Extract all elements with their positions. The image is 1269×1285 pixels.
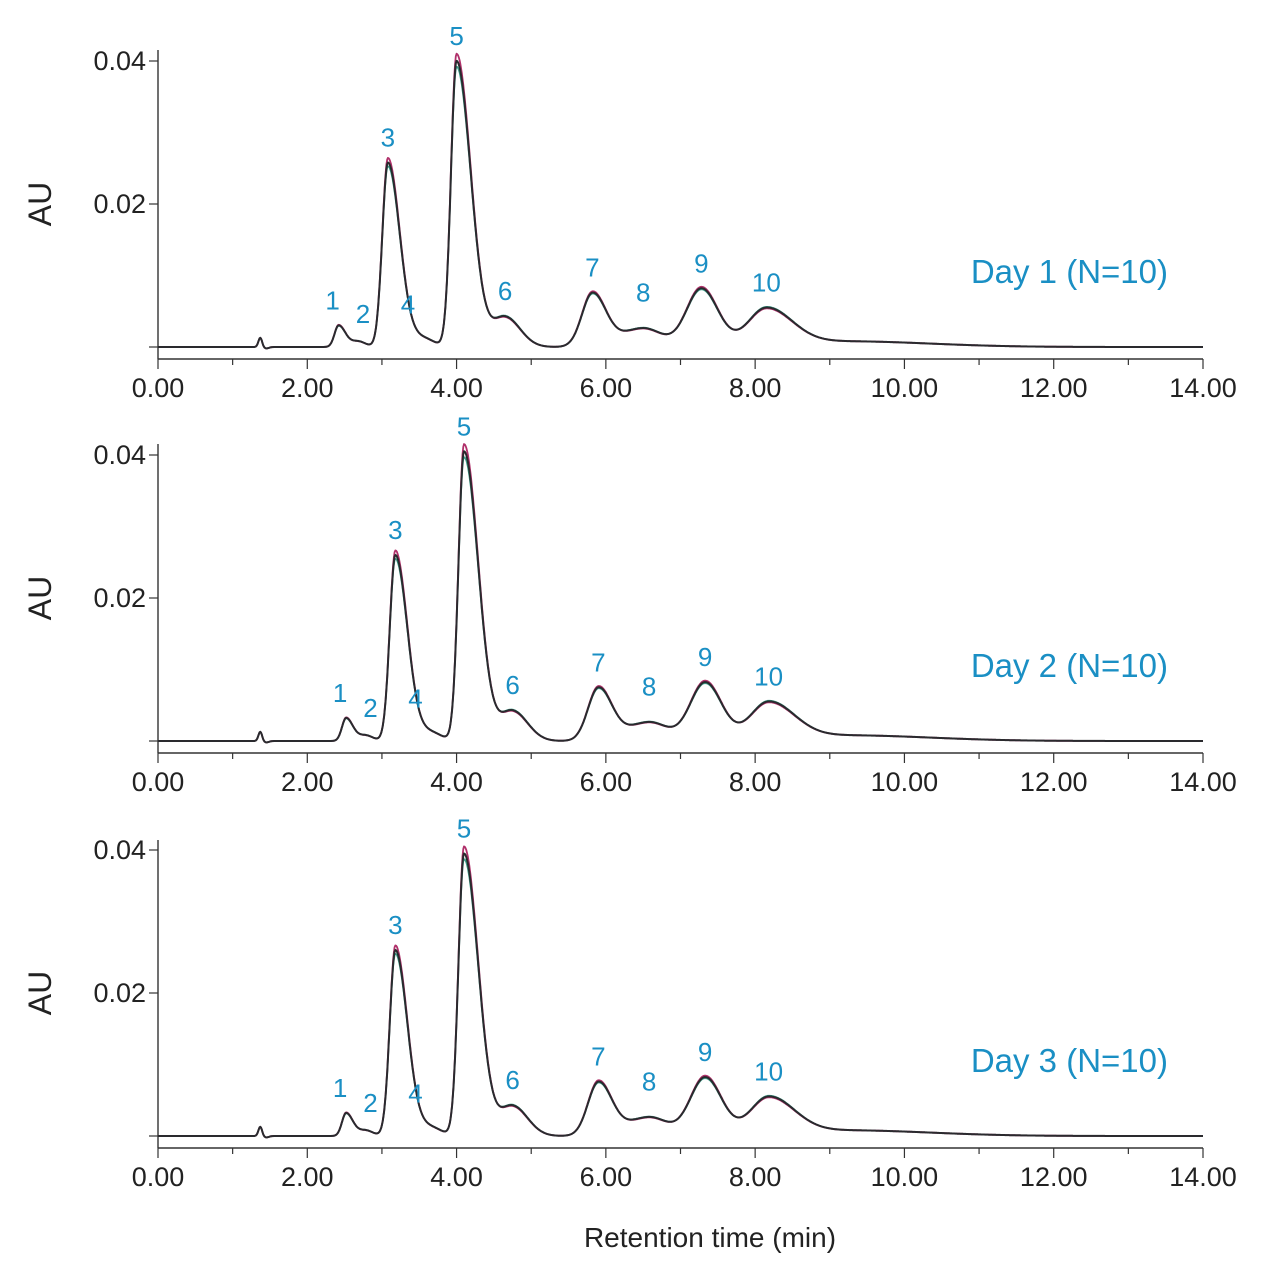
peak-label: 1 <box>325 285 339 315</box>
y-axis-label: AU <box>22 182 58 226</box>
y-tick-label: 0.04 <box>93 46 146 76</box>
x-tick-label: 4.00 <box>430 373 483 403</box>
panel-label: Day 3 (N=10) <box>971 1042 1168 1079</box>
peak-label: 2 <box>363 693 377 723</box>
peak-label: 9 <box>694 248 708 278</box>
series-main <box>157 450 1204 744</box>
peak-label: 8 <box>636 278 650 308</box>
x-tick-label: 6.00 <box>580 767 633 797</box>
peak-label: 4 <box>408 684 422 714</box>
peak-label: 3 <box>388 910 402 940</box>
x-tick-label: 2.00 <box>281 767 334 797</box>
x-tick-label: 12.00 <box>1020 373 1088 403</box>
x-tick-label: 4.00 <box>430 1162 483 1192</box>
peak-label: 2 <box>363 1088 377 1118</box>
peak-label: 5 <box>457 411 471 441</box>
peak-label: 7 <box>591 647 605 677</box>
x-tick-label: 8.00 <box>729 1162 782 1192</box>
x-tick-label: 10.00 <box>871 1162 939 1192</box>
peak-label: 4 <box>408 1079 422 1109</box>
peak-label: 7 <box>585 253 599 283</box>
y-tick-label: 0.02 <box>93 978 146 1008</box>
peak-label: 10 <box>754 1056 783 1086</box>
peak-label: 8 <box>642 1067 656 1097</box>
peak-label: 9 <box>698 1037 712 1067</box>
series-overlay-magenta <box>157 52 1204 350</box>
y-tick-label: 0.04 <box>93 440 146 470</box>
panel-label: Day 1 (N=10) <box>971 253 1168 290</box>
series-main <box>157 852 1204 1139</box>
peak-label: 5 <box>457 813 471 843</box>
peak-label: 3 <box>381 122 395 152</box>
x-tick-label: 14.00 <box>1169 373 1237 403</box>
peak-label: 2 <box>356 299 370 329</box>
y-tick-label: 0.02 <box>93 583 146 613</box>
y-tick-label: 0.02 <box>93 189 146 219</box>
series-overlay-green <box>157 858 1204 1139</box>
series-overlay-magenta <box>157 443 1204 744</box>
peak-label: 1 <box>333 1073 347 1103</box>
x-tick-label: 6.00 <box>580 1162 633 1192</box>
peak-label: 1 <box>333 678 347 708</box>
x-tick-label: 8.00 <box>729 373 782 403</box>
x-tick-label: 0.00 <box>132 767 185 797</box>
y-axis-label: AU <box>22 576 58 620</box>
chart-panel-2: 0.00 2.00 4.00 6.00 8.00 10.00 12.00 14.00 0.02 0… <box>22 411 1237 797</box>
peak-label: 10 <box>752 268 781 298</box>
series-overlay-magenta <box>157 845 1204 1139</box>
y-tick-label: 0.04 <box>93 835 146 865</box>
peak-label: 7 <box>591 1042 605 1072</box>
peak-label: 9 <box>698 642 712 672</box>
peak-label: 5 <box>449 21 463 51</box>
x-tick-label: 12.00 <box>1020 1162 1088 1192</box>
peak-label: 4 <box>401 290 415 320</box>
x-tick-label: 0.00 <box>132 1162 185 1192</box>
series-main <box>157 59 1204 350</box>
x-tick-label: 4.00 <box>430 767 483 797</box>
x-tick-label: 2.00 <box>281 1162 334 1192</box>
panel-label: Day 2 (N=10) <box>971 647 1168 684</box>
series-overlay-green <box>157 65 1204 350</box>
x-tick-label: 14.00 <box>1169 1162 1237 1192</box>
peak-label: 6 <box>505 1065 519 1095</box>
peak-label: 10 <box>754 661 783 691</box>
chart-panel-3: 0.00 2.00 4.00 6.00 8.00 10.00 12.00 14.00 0.02 0… <box>22 813 1237 1253</box>
x-tick-label: 10.00 <box>871 767 939 797</box>
peak-label: 6 <box>505 670 519 700</box>
x-tick-label: 8.00 <box>729 767 782 797</box>
x-tick-label: 12.00 <box>1020 767 1088 797</box>
x-tick-label: 0.00 <box>132 373 185 403</box>
x-tick-label: 10.00 <box>871 373 939 403</box>
series-overlay-green <box>157 456 1204 744</box>
x-axis-title: Retention time (min) <box>584 1222 836 1253</box>
x-tick-label: 2.00 <box>281 373 334 403</box>
y-axis-label: AU <box>22 971 58 1015</box>
chart-panel-1: 0.00 2.00 4.00 6.00 8.00 10.00 12.00 14.00 0.02 0… <box>22 21 1237 403</box>
x-tick-label: 14.00 <box>1169 767 1237 797</box>
peak-label: 3 <box>388 515 402 545</box>
peak-label: 8 <box>642 672 656 702</box>
peak-label: 6 <box>498 276 512 306</box>
x-tick-label: 6.00 <box>580 373 633 403</box>
